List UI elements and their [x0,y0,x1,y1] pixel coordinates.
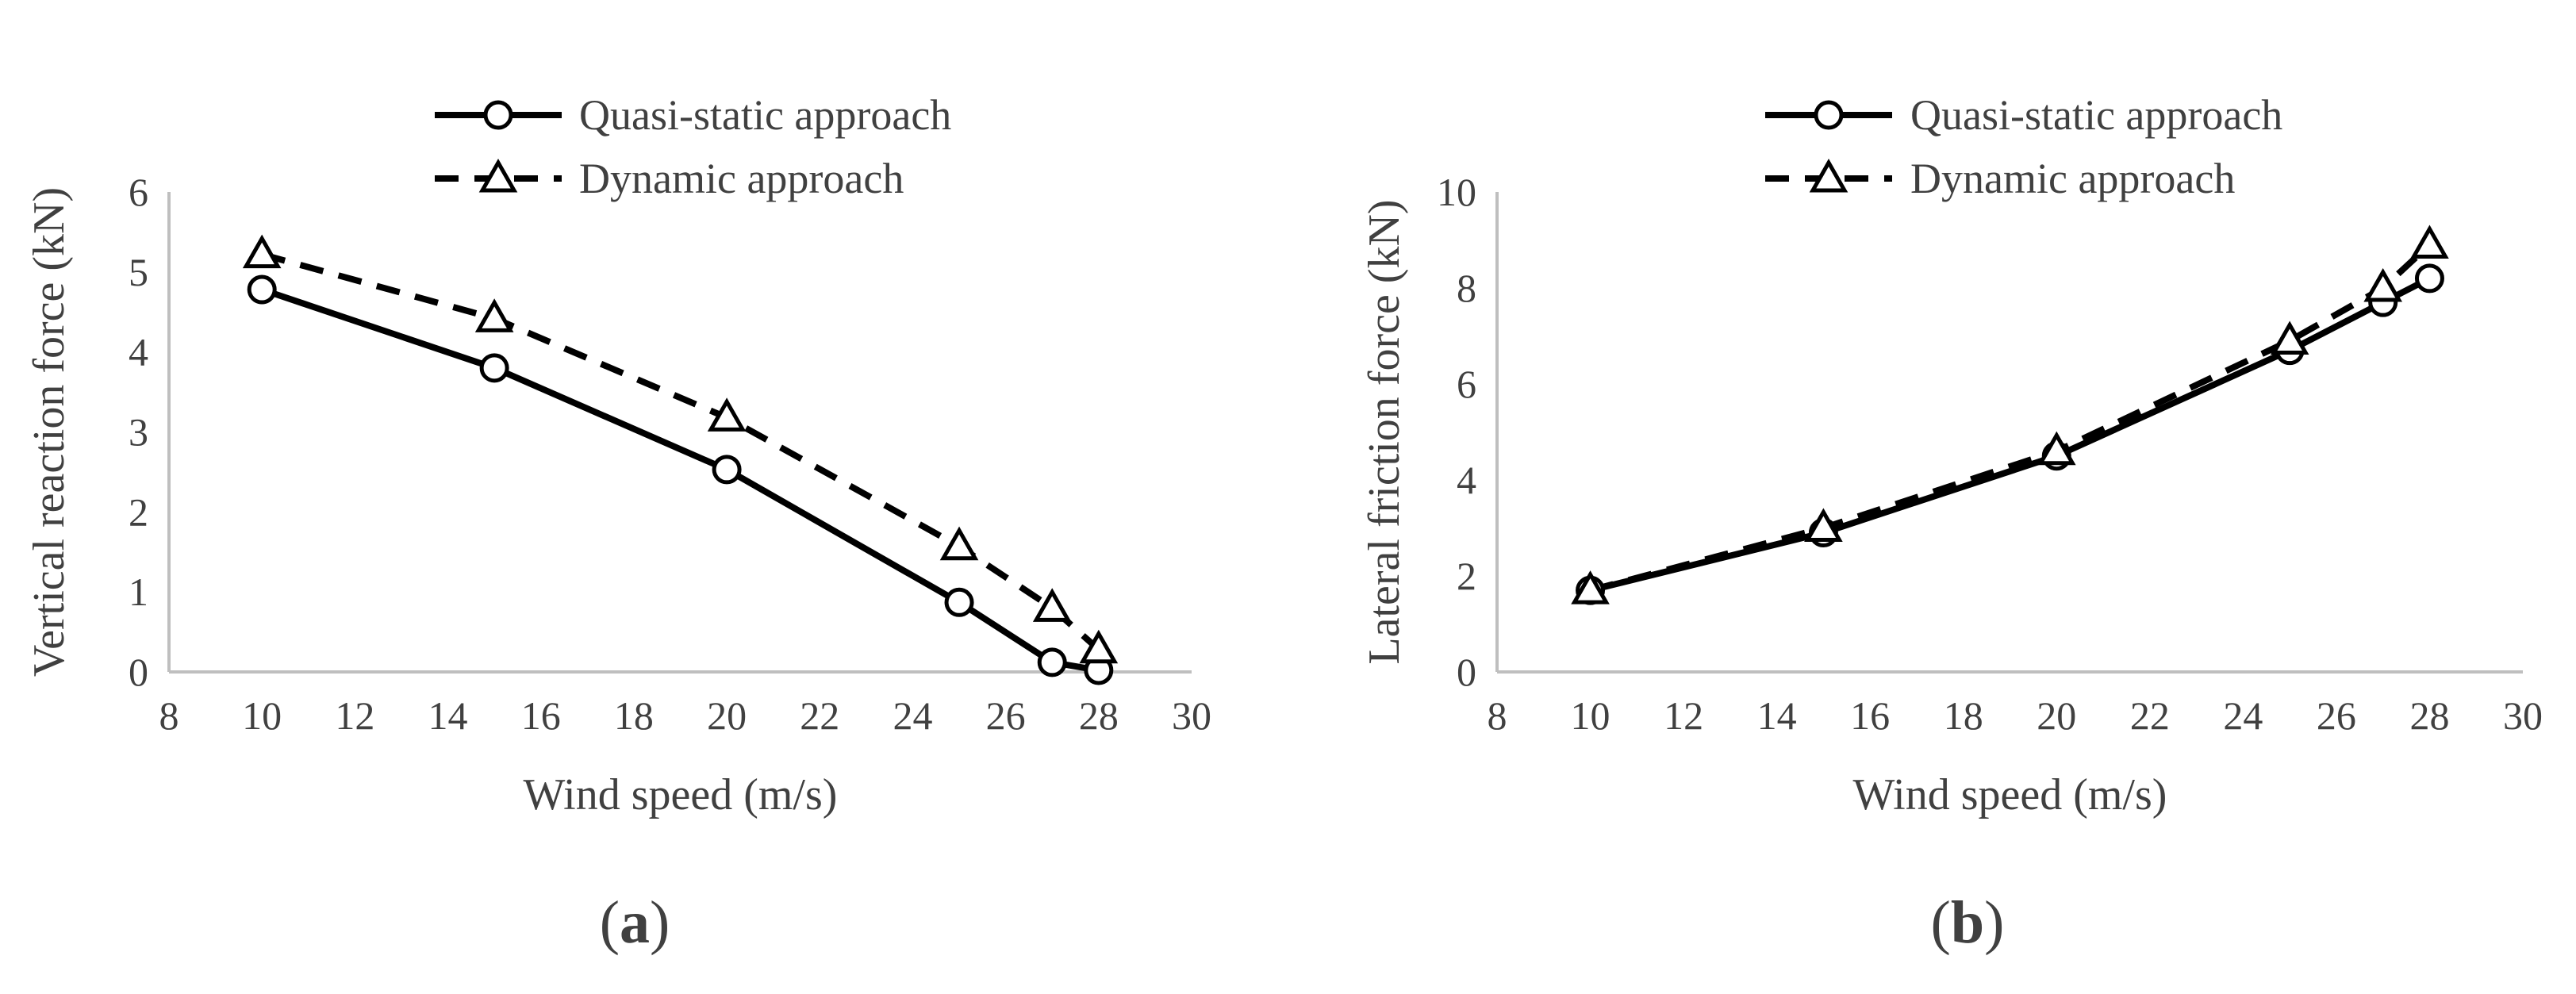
x-tick-label: 28 [1079,693,1119,738]
y-axis-label: Lateral friction force (kN) [1360,199,1409,664]
legend: Quasi-static approach Dynamic approach [435,91,951,202]
quasi-static-point [1037,647,1067,677]
x-tick-label: 26 [2317,693,2356,738]
y-tick-label: 10 [1437,170,1476,214]
x-tick-label: 12 [1664,693,1703,738]
y-tick-label: 6 [1457,362,1476,406]
dynamic-point [2410,225,2449,259]
y-tick-label: 0 [1457,650,1476,694]
legend: Quasi-static approach Dynamic approach [1765,91,2282,202]
y-axis-label: Vertical reaction force (kN) [25,187,74,677]
y-tick-label: 5 [129,250,148,294]
quasi-static-point [712,455,742,485]
x-tick-label: 12 [335,693,374,738]
x-tick-label: 8 [1488,693,1507,738]
x-axis-label: Wind speed (m/s) [1853,770,2167,819]
quasi-static-point [944,587,974,617]
y-tick-label: 2 [1457,554,1476,598]
panel-label-a: (a) [600,889,670,956]
dynamic-point [939,526,979,561]
panel-label-b: (b) [1931,889,2005,956]
x-tick-label: 20 [707,693,747,738]
legend-marker-quasi-static [483,100,513,130]
dynamic-point [707,397,747,432]
y-tick-label: 6 [129,170,148,214]
dynamic-point [1804,508,1843,542]
x-tick-label: 24 [2223,693,2263,738]
y-tick-label: 3 [129,410,148,455]
quasi-static-point [2414,263,2444,294]
y-tick-label: 4 [1457,458,1476,502]
legend-label: Dynamic approach [579,155,904,202]
x-tick-label: 28 [2409,693,2449,738]
x-tick-label: 30 [2503,693,2543,738]
y-tick-label: 8 [1457,266,1476,310]
dynamic-point [242,234,282,269]
quasi-static-point [247,274,277,305]
quasi-static-point [479,353,509,383]
x-tick-label: 18 [614,693,654,738]
legend-label: Dynamic approach [1910,155,2235,202]
x-tick-label: 10 [1571,693,1610,738]
y-tick-label: 1 [129,570,148,614]
x-tick-label: 20 [2037,693,2076,738]
dynamic-point [1079,629,1119,664]
x-tick-label: 14 [1757,693,1797,738]
x-tick-label: 16 [521,693,561,738]
x-tick-label: 18 [1944,693,1983,738]
series-line-quasi-static [260,286,1100,674]
x-tick-label: 8 [159,693,179,738]
series-line-quasi-static [1589,275,2432,594]
dynamic-point [2270,320,2309,355]
legend-marker-dynamic [478,158,518,193]
x-tick-label: 22 [2130,693,2170,738]
legend-label: Quasi-static approach [579,91,951,139]
x-tick-label: 30 [1172,693,1211,738]
x-tick-label: 16 [1850,693,1890,738]
y-tick-label: 0 [129,650,148,694]
dynamic-point [2037,431,2076,466]
x-tick-label: 14 [428,693,468,738]
dynamic-point [2363,267,2402,302]
legend-marker-dynamic [1809,158,1849,193]
legend-marker-quasi-static [1814,100,1844,130]
x-tick-label: 26 [986,693,1026,738]
x-axis-label: Wind speed (m/s) [524,770,838,819]
dynamic-point [1571,570,1610,604]
x-tick-label: 24 [893,693,932,738]
x-tick-label: 10 [242,693,282,738]
series-line-dynamic [1589,242,2432,594]
y-tick-label: 4 [129,330,148,374]
x-tick-label: 22 [800,693,839,738]
legend-label: Quasi-static approach [1910,91,2282,139]
y-tick-label: 2 [129,489,148,534]
dynamic-point [474,298,514,332]
dynamic-point [1032,588,1072,622]
